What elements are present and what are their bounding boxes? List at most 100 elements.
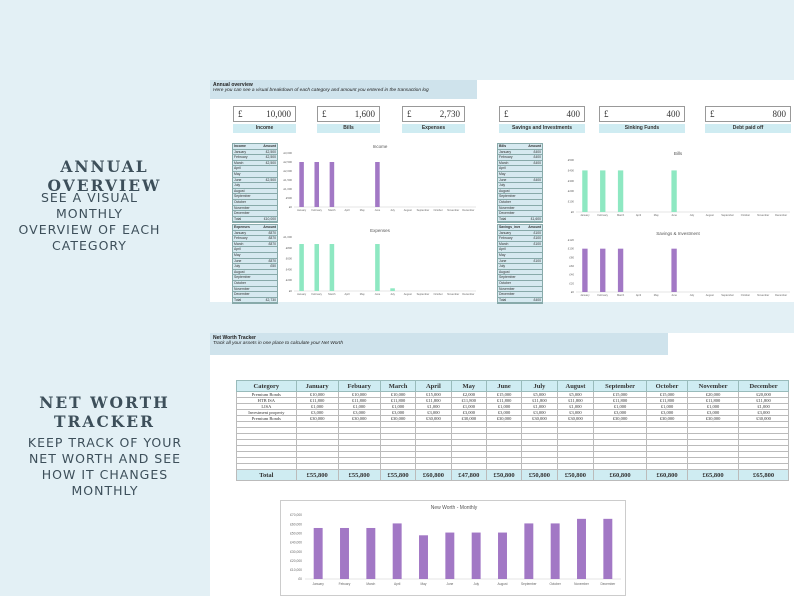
- chart-bar: [299, 162, 304, 207]
- chart-bar: [392, 523, 402, 579]
- y-tick-label: £0: [289, 205, 293, 209]
- column-header: October: [645, 380, 689, 392]
- summary-label: Bills: [317, 124, 380, 133]
- chart-title: Savings & Investment: [656, 231, 700, 236]
- x-tick-label: May: [420, 582, 426, 586]
- mini-table-label: December: [499, 211, 515, 216]
- mini-table-value: £10,000: [263, 216, 276, 221]
- chart-title: New Worth - Monthly: [431, 505, 478, 511]
- x-tick-label: June: [671, 293, 677, 297]
- mini-table-row: November: [233, 286, 277, 293]
- networth-sub-line: MONTHLY: [71, 483, 139, 498]
- mini-table-row: September: [233, 275, 277, 281]
- currency-symbol: £: [238, 109, 243, 119]
- mini-table-row: Total £10,000: [233, 216, 277, 223]
- y-tick-label: £400: [568, 168, 575, 172]
- mini-table-label: June: [499, 177, 507, 182]
- mini-table-row: August: [498, 269, 542, 276]
- x-tick-label: August: [706, 213, 714, 217]
- x-tick-label: January: [580, 293, 590, 297]
- y-tick-label: £70,000: [290, 513, 302, 517]
- mini-table-row: September: [233, 194, 277, 200]
- column-header: April: [415, 380, 452, 392]
- x-tick-label: August: [404, 208, 412, 212]
- mini-table-label: May: [499, 171, 506, 176]
- mini-table-savings-investment: Savings_investmentAmountJanuary£100Febru…: [497, 224, 543, 305]
- chart-bar: [299, 244, 304, 291]
- x-tick-label: July: [390, 292, 395, 296]
- table-header-row: Category January Febuary March April May June J…: [236, 380, 789, 392]
- mini-table-row: March £100: [498, 241, 542, 248]
- mini-table-label: May: [234, 171, 241, 176]
- annual-sub-line: SEE A VISUAL: [40, 190, 139, 205]
- y-tick-label: £1,000: [283, 235, 292, 239]
- mini-table-value: £100: [533, 236, 541, 241]
- summary-value: £800: [705, 106, 791, 122]
- net-worth-chart: New Worth - Monthly £70,000 £60,000 £50,000…: [290, 505, 621, 586]
- net-worth-description: KEEP TRACK OF YOUR NET WORTH AND SEE HOW…: [15, 435, 195, 499]
- currency-symbol: £: [710, 109, 715, 119]
- mini-table-label: September: [234, 194, 251, 199]
- mini-table-label: October: [499, 280, 512, 285]
- x-tick-label: July: [690, 293, 695, 297]
- chart-bar: [313, 527, 323, 579]
- mini-table-expenses: Expenses Amount January £870 February £870 Mar…: [232, 224, 278, 305]
- mini-table-row: June £100: [498, 258, 542, 265]
- annual-overview-title: ANNUAL OVERVIEW: [47, 157, 162, 195]
- annual-sub-line: OVERVIEW OF EACH: [18, 222, 161, 237]
- mini-table-label: Income: [234, 144, 246, 148]
- total-cell: £55,800: [337, 469, 381, 481]
- mini-table-value: £50: [270, 264, 276, 269]
- chart-bar: [671, 170, 677, 212]
- mini-table-label: December: [234, 211, 250, 216]
- x-tick-label: August: [404, 292, 412, 296]
- chart-bar: [314, 162, 320, 207]
- mini-table-row: April: [233, 247, 277, 253]
- mini-table-value: £1,600: [530, 216, 541, 221]
- x-tick-label: March: [617, 213, 625, 217]
- x-tick-label: May: [360, 292, 366, 296]
- mini-table-label: December: [499, 292, 515, 297]
- chart-bar: [340, 527, 349, 579]
- summary-value: £10,000: [233, 106, 296, 122]
- mini-table-row: November: [498, 205, 542, 212]
- x-tick-label: June: [671, 213, 677, 217]
- x-tick-label: February: [312, 208, 323, 212]
- mini-table-label: July: [234, 183, 241, 188]
- table-row: LISA £1,000 £1,000 £1,000 £1,000 £1,000 £1,000…: [236, 403, 789, 410]
- mini-table-row: March £870: [233, 241, 277, 248]
- mini-table-label: Total: [234, 216, 242, 221]
- y-tick-label: £600: [286, 257, 293, 261]
- mini-table-label: August: [234, 188, 245, 193]
- mini-table-header: Income Amount: [233, 144, 277, 150]
- net-worth-chart-frame: New Worth - Monthly £70,000 £60,000 £50,000…: [280, 500, 626, 596]
- x-tick-label: February: [598, 293, 609, 297]
- chart-bar: [600, 248, 606, 292]
- chart-bar: [329, 244, 335, 291]
- mini-table-row: June £2,500: [233, 177, 277, 184]
- x-tick-label: May: [360, 208, 366, 212]
- x-tick-label: January: [312, 582, 324, 586]
- summary-label: Sinking Funds: [599, 124, 685, 133]
- total-cell: £60,800: [415, 469, 452, 481]
- chart-title: Bills: [674, 151, 683, 156]
- mini-table-label: January: [499, 230, 512, 235]
- mini-table-value: £870: [268, 258, 276, 263]
- currency-symbol: £: [407, 109, 412, 119]
- chart-bar: [603, 518, 613, 579]
- mini-table-value: £400: [533, 177, 541, 182]
- annual-sheet-title: Annual overview: [213, 82, 253, 88]
- mini-table-row: August: [233, 269, 277, 276]
- x-tick-label: November: [757, 213, 769, 217]
- mini-table-row: May: [233, 171, 277, 178]
- x-tick-label: January: [297, 208, 307, 212]
- mini-table-row: December: [233, 292, 277, 298]
- y-tick-label: £40: [569, 273, 574, 277]
- mini-table-row: February £100: [498, 236, 542, 242]
- x-tick-label: October: [433, 292, 442, 296]
- mini-table-label: January: [499, 149, 512, 154]
- summary-box-sinking-funds: £400 Sinking Funds: [599, 106, 685, 133]
- mini-table-row: April: [233, 166, 277, 172]
- y-tick-label: £10,000: [290, 568, 302, 572]
- mini-table-label: Total: [499, 216, 507, 221]
